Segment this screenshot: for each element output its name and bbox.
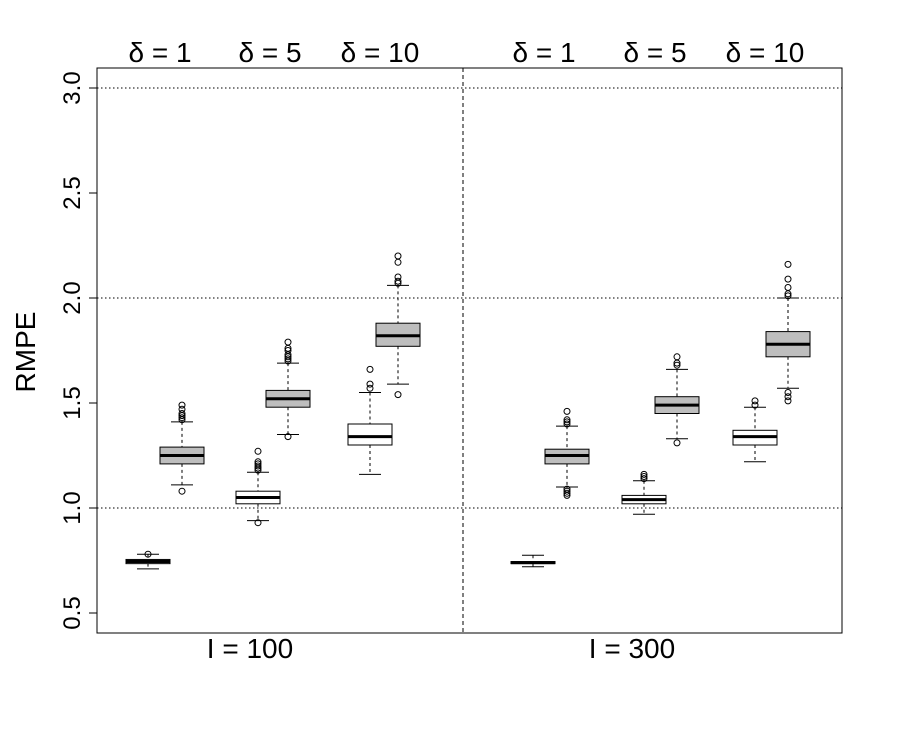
outlier-point xyxy=(394,258,402,266)
boxplot-box xyxy=(544,407,590,499)
panel-label: I = 100 xyxy=(207,633,293,664)
outlier-point xyxy=(178,487,186,495)
boxplot-box xyxy=(654,353,700,447)
outlier-point xyxy=(366,365,374,373)
boxplot-box xyxy=(621,470,667,515)
boxplot-box xyxy=(732,397,778,463)
outlier-point xyxy=(284,433,292,441)
outlier-point xyxy=(284,355,292,363)
iqr-box xyxy=(347,423,393,446)
delta-group-header: δ = 1 xyxy=(128,37,191,68)
outlier-point xyxy=(254,447,262,455)
outlier-point xyxy=(784,397,792,405)
grid-layer xyxy=(97,68,842,633)
y-tick-label: 2.0 xyxy=(59,281,86,314)
boxplot-box xyxy=(125,550,171,570)
outlier-point xyxy=(178,405,186,413)
delta-group-header: δ = 5 xyxy=(623,37,686,68)
y-tick-label: 3.0 xyxy=(59,71,86,104)
panel-label: I = 300 xyxy=(589,633,675,664)
outlier-point xyxy=(673,353,681,361)
outlier-point xyxy=(366,380,374,388)
outlier-point xyxy=(784,275,792,283)
outlier-point xyxy=(284,347,292,354)
y-tick-label: 1.5 xyxy=(59,386,86,419)
outlier-point xyxy=(673,439,681,447)
outlier-point xyxy=(254,519,262,527)
y-axis-label: RMPE xyxy=(10,312,41,393)
boxplot-box xyxy=(235,447,281,527)
boxes-layer xyxy=(125,252,811,570)
outlier-point xyxy=(563,489,571,497)
outlier-point xyxy=(784,260,792,268)
outlier-point xyxy=(144,550,152,558)
outlier-point xyxy=(563,416,571,424)
boxplot-box xyxy=(159,401,205,495)
outlier-point xyxy=(178,414,186,422)
outlier-point xyxy=(394,273,402,281)
delta-group-header: δ = 1 xyxy=(512,37,575,68)
outlier-point xyxy=(563,487,571,495)
boxplot-box xyxy=(510,554,556,568)
outlier-point xyxy=(563,407,571,415)
outlier-point xyxy=(640,473,648,480)
boxplot-box xyxy=(347,365,393,475)
outlier-point xyxy=(178,410,186,417)
outlier-point xyxy=(751,397,759,405)
y-tick-label: 2.5 xyxy=(59,176,86,209)
y-tick-label: 0.5 xyxy=(59,596,86,629)
delta-group-header: δ = 10 xyxy=(726,37,805,68)
text-layer: RMPE 0.5 1.0 1.5 2.0 2.5 3.0 δ = 1 δ = 5 δ = 10 I… xyxy=(10,37,804,664)
boxplot-box xyxy=(265,338,311,441)
y-tick-label: 1.0 xyxy=(59,491,86,524)
outlier-point xyxy=(254,458,262,466)
plot-frame xyxy=(96,67,843,634)
outlier-point xyxy=(784,292,792,300)
outlier-point xyxy=(394,277,402,285)
outlier-point xyxy=(394,252,402,260)
outlier-point xyxy=(784,393,792,401)
outlier-point xyxy=(394,391,402,399)
outlier-point xyxy=(178,401,186,409)
boxplot-box xyxy=(375,252,421,399)
outlier-point xyxy=(563,420,571,428)
outlier-point xyxy=(751,401,759,409)
delta-group-header: δ = 5 xyxy=(238,37,301,68)
outlier-point xyxy=(673,361,681,369)
outlier-point xyxy=(254,462,262,470)
outlier-point xyxy=(784,389,792,396)
boxplot-box xyxy=(765,260,811,405)
outlier-point xyxy=(563,418,571,426)
outlier-point xyxy=(640,470,648,478)
outlier-point xyxy=(784,284,792,291)
outlier-point xyxy=(563,485,571,493)
outlier-point xyxy=(284,338,292,346)
outlier-point xyxy=(366,384,374,392)
outlier-point xyxy=(254,460,262,468)
outlier-point xyxy=(640,475,648,483)
axis-layer xyxy=(89,67,843,634)
delta-group-header: δ = 10 xyxy=(341,37,420,68)
